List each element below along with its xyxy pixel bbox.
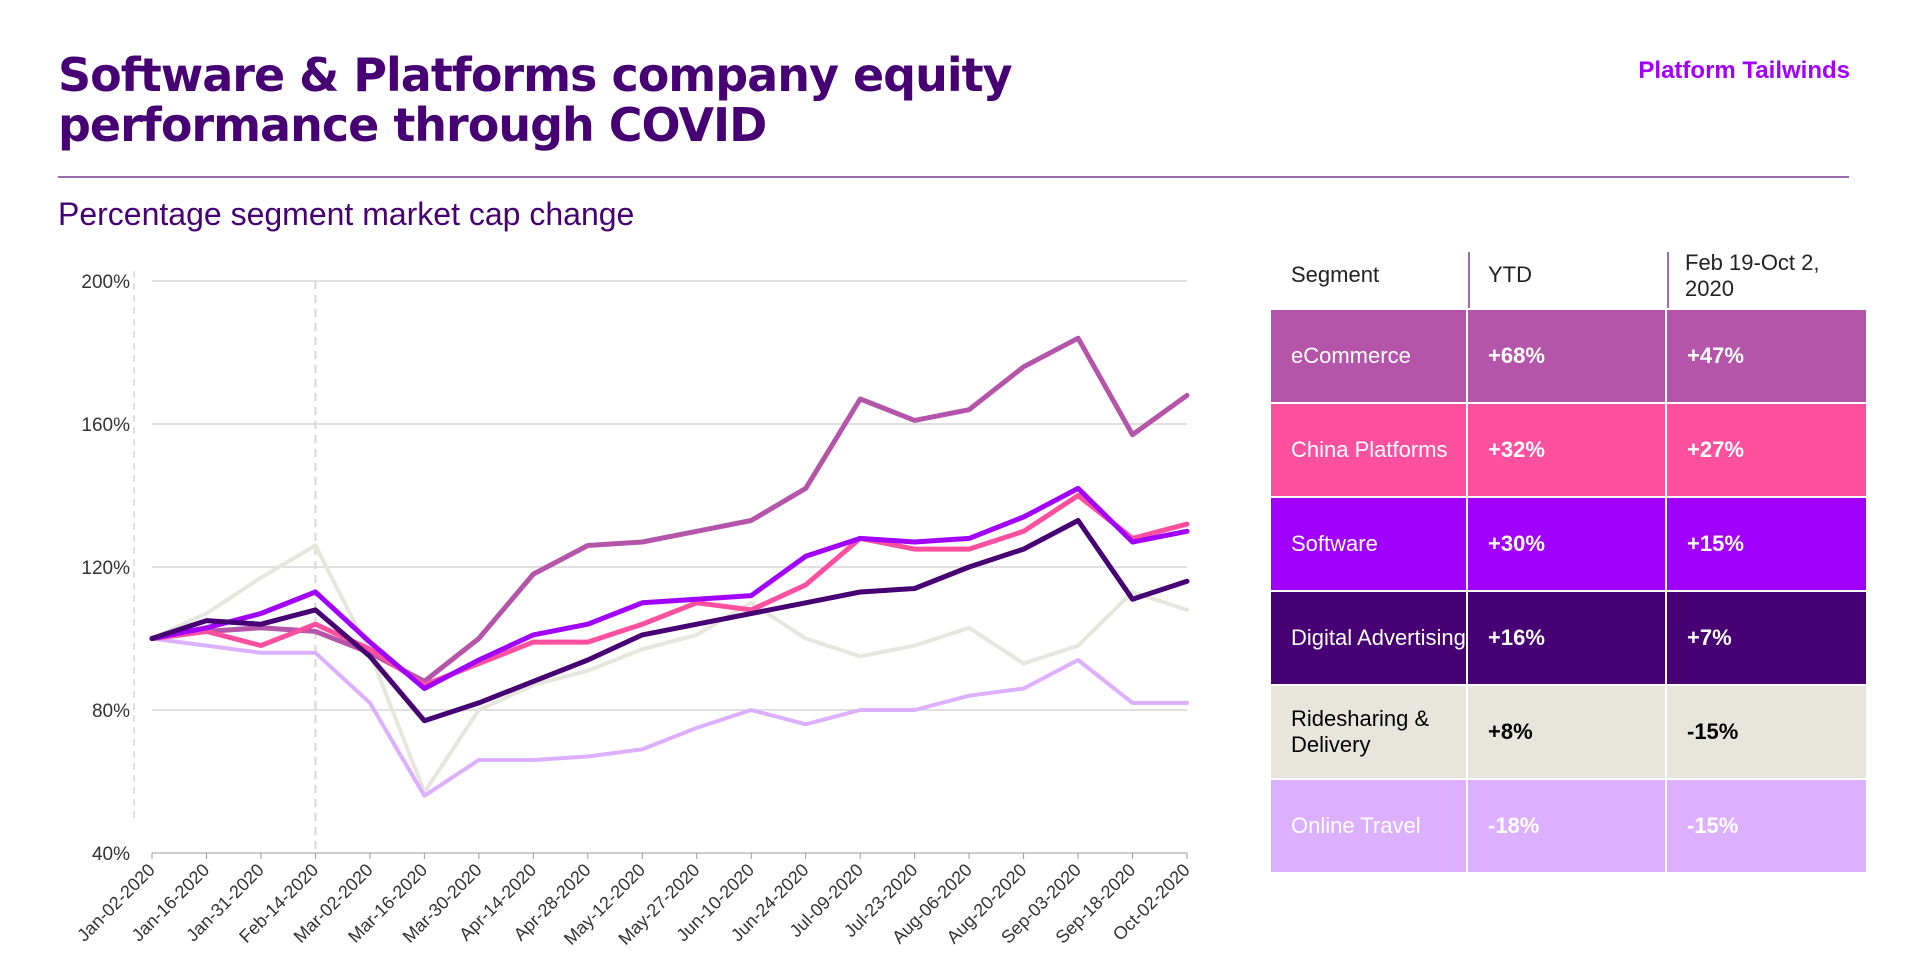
series-line-china-platforms: [149, 493, 1190, 688]
page-title: Software & Platforms company equity perf…: [58, 50, 1058, 150]
series-line-ecommerce: [149, 335, 1190, 684]
y-tick-label: 120%: [81, 558, 130, 579]
header-separator: [1667, 252, 1669, 308]
title-line-2: performance through COVID: [58, 98, 767, 152]
header-divider: [58, 176, 1849, 178]
cell-segment: Ridesharing & Delivery: [1271, 686, 1468, 778]
section-tag: Platform Tailwinds: [1638, 57, 1850, 84]
cell-ytd: +30%: [1468, 498, 1667, 590]
y-tick-label: 200%: [81, 272, 130, 293]
cell-segment: Online Travel: [1271, 780, 1468, 872]
cell-period: +7%: [1687, 625, 1732, 650]
table-row: Ridesharing & Delivery +8% -15%: [1271, 684, 1866, 778]
table-body: eCommerce +68% +47% China Platforms +32% +27%…: [1271, 308, 1866, 872]
cell-period: +15%: [1687, 531, 1744, 556]
series-line-software: [149, 485, 1190, 691]
header-ytd: YTD: [1488, 262, 1532, 287]
y-tick-label: 40%: [92, 844, 130, 865]
cell-ytd: +32%: [1468, 404, 1667, 496]
table-row: Online Travel -18% -15%: [1271, 778, 1866, 872]
series-line-ridesharing-delivery: [150, 543, 1189, 795]
table-header: Segment YTD Feb 19-Oct 2, 2020: [1271, 242, 1866, 308]
cell-period: +27%: [1687, 437, 1744, 462]
table-row: Digital Advertising +16% +7%: [1271, 590, 1866, 684]
cell-segment: China Platforms: [1271, 404, 1468, 496]
cell-ytd: +16%: [1468, 592, 1667, 684]
cell-period: -15%: [1687, 813, 1739, 838]
cell-ytd: +68%: [1468, 310, 1667, 402]
cell-ytd: +8%: [1468, 686, 1667, 778]
cell-segment: eCommerce: [1271, 310, 1468, 402]
cell-segment: Digital Advertising: [1271, 592, 1468, 684]
title-line-1: Software & Platforms company equity: [58, 48, 1013, 102]
cell-ytd: -18%: [1468, 780, 1667, 872]
header-period: Feb 19-Oct 2, 2020: [1685, 250, 1820, 301]
cell-period: -15%: [1687, 719, 1739, 744]
series-line-digital-advertising: [149, 518, 1190, 724]
series-line-online-travel: [150, 636, 1189, 798]
y-tick-label: 160%: [81, 415, 130, 436]
cell-period: +47%: [1687, 343, 1744, 368]
chart-subtitle: Percentage segment market cap change: [58, 196, 635, 232]
header-separator: [1468, 252, 1470, 308]
table-row: Software +30% +15%: [1271, 496, 1866, 590]
line-chart: 40%80%120%160%200%Jan-02-2020Jan-16-2020…: [73, 271, 1194, 949]
table-row: China Platforms +32% +27%: [1271, 402, 1866, 496]
cell-segment: Software: [1271, 498, 1468, 590]
table-row: eCommerce +68% +47%: [1271, 308, 1866, 402]
header-segment: Segment: [1291, 262, 1380, 287]
segment-table: Segment YTD Feb 19-Oct 2, 2020 eCommerce…: [1271, 242, 1866, 872]
y-tick-label: 80%: [92, 701, 130, 722]
